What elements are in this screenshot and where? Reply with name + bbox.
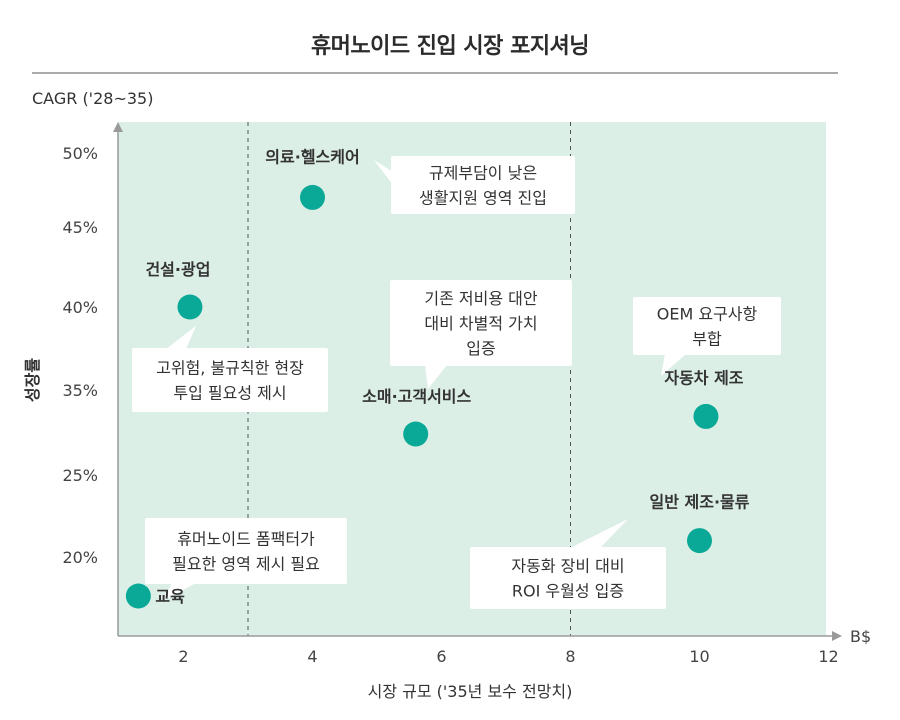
point-label: 교육	[155, 587, 185, 606]
x-tick-label: 6	[436, 647, 446, 666]
data-point	[177, 294, 203, 320]
callout-text: 생활지원 영역 진입	[419, 189, 547, 208]
x-tick-label: 2	[178, 647, 188, 666]
x-tick-label: 4	[307, 647, 317, 666]
callout-text: 필요한 영역 제시 필요	[172, 555, 320, 574]
data-point	[300, 184, 325, 210]
callout-text: 부합	[692, 330, 722, 349]
x-tick-label: 12	[818, 647, 838, 666]
point-label: 의료·헬스케어	[265, 147, 359, 166]
y-tick-label: 50%	[62, 144, 98, 163]
callout-tail	[374, 160, 393, 185]
callout-tail	[661, 354, 686, 376]
chart-title: 휴머노이드 진입 시장 포지셔닝	[310, 34, 590, 59]
y-axis-arrow	[113, 122, 123, 132]
callout-box	[633, 297, 781, 355]
y-tick-label: 20%	[62, 548, 98, 567]
point-label: 건설·광업	[145, 260, 210, 279]
callout-text: 대비 차별적 가치	[424, 314, 537, 333]
callout-text: ROI 우월성 입증	[512, 582, 624, 601]
callout-box	[390, 280, 572, 366]
callout-text: 고위험, 불규칙한 현장	[156, 359, 304, 378]
callout-tail	[163, 583, 196, 601]
x-tick-label: 8	[565, 647, 575, 666]
callout-text: 입증	[466, 339, 495, 358]
callout-tail	[570, 519, 628, 548]
y-tick-label: 25%	[62, 466, 98, 485]
y-tick-label: 40%	[62, 298, 98, 317]
callout-box	[145, 518, 347, 584]
callout-tail	[425, 365, 447, 389]
y-axis-title: 성장률	[23, 358, 42, 402]
x-axis-arrow	[832, 631, 842, 641]
data-point	[687, 528, 712, 554]
data-point	[693, 403, 719, 429]
x-unit-label: B$	[850, 627, 871, 646]
point-label: 일반 제조·물류	[650, 493, 750, 512]
callout-box	[391, 156, 575, 214]
point-label: 소매·고객서비스	[362, 387, 471, 406]
x-axis-title: 시장 규모 ('35년 보수 전망치)	[368, 682, 573, 701]
callout-text: OEM 요구사항	[657, 305, 758, 324]
callout-text: 규제부담이 낮은	[429, 164, 537, 183]
point-label: 자동차 제조	[664, 368, 743, 387]
data-point	[125, 583, 151, 609]
callout-tail	[166, 326, 196, 349]
callout-text: 휴머노이드 폼팩터가	[177, 530, 315, 549]
y-tick-label: 35%	[62, 381, 98, 400]
callout-text: 투입 필요성 제시	[173, 384, 286, 403]
x-tick-label: 10	[689, 647, 709, 666]
callout-text: 자동화 장비 대비	[511, 557, 624, 576]
y-axis-caption: CAGR ('28~35)	[32, 89, 153, 108]
callout-text: 기존 저비용 대안	[424, 289, 537, 308]
y-tick-label: 45%	[62, 218, 98, 237]
data-point	[403, 421, 429, 447]
callout-box	[132, 348, 328, 412]
callout-box	[470, 547, 666, 609]
